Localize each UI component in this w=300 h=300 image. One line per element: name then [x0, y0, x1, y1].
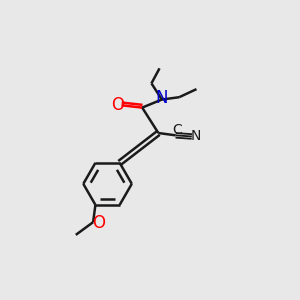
Text: N: N — [156, 89, 168, 107]
Text: O: O — [111, 96, 124, 114]
Text: O: O — [92, 214, 105, 232]
Text: N: N — [191, 130, 201, 143]
Text: C: C — [172, 123, 182, 137]
